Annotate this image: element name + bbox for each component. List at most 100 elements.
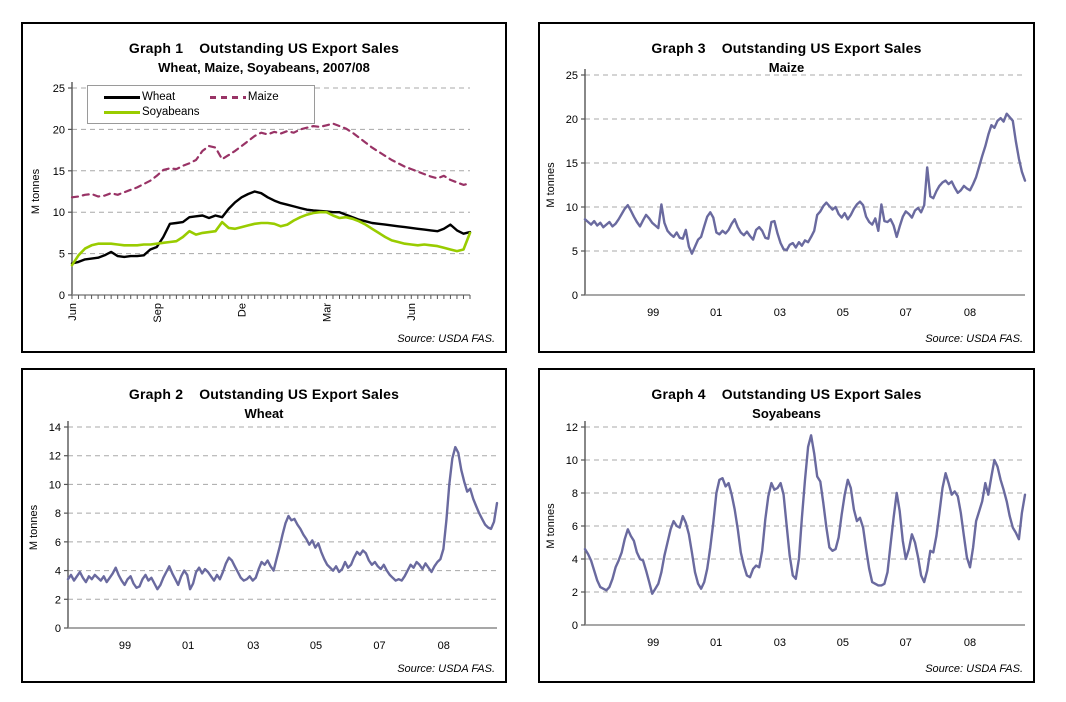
y-tick-label-15: 15 xyxy=(566,158,578,170)
y-tick-label-4: 4 xyxy=(572,554,578,566)
x-tick-label-03: 03 xyxy=(247,640,259,652)
graph2-titles: Graph 2 Outstanding US Export Sales Wheat xyxy=(23,385,505,423)
graph4-source-note: Source: USDA FAS. xyxy=(925,663,1023,675)
graph3-title: Graph 3 Outstanding US Export Sales xyxy=(540,39,1033,58)
graph1-subtitle: Wheat, Maize, Soyabeans, 2007/08 xyxy=(158,60,370,75)
graph2-title-prefix: Graph 2 xyxy=(128,386,184,402)
series-soyabeans-line xyxy=(70,210,472,267)
graph2-title-main: Outstanding US Export Sales xyxy=(199,386,400,402)
x-tick-label-05: 05 xyxy=(837,307,849,319)
graph1-source-note: Source: USDA FAS. xyxy=(397,333,495,345)
soyabeans-line-swatch xyxy=(104,110,140,114)
y-tick-label-4: 4 xyxy=(55,566,61,578)
y-tick-label-20: 20 xyxy=(53,124,65,136)
x-tick-label-01: 01 xyxy=(710,307,722,319)
graph4-subtitle: Soyabeans xyxy=(752,406,821,421)
y-tick-label-2: 2 xyxy=(55,594,61,606)
graph4-titles: Graph 4 Outstanding US Export Sales Soyab… xyxy=(540,385,1033,423)
graph2-plot: 0 2 4 6 8 10 12 14 M tonnes 99 01 03 05 07 08 xyxy=(28,421,499,652)
x-tick-label-Mar: Mar xyxy=(321,303,333,322)
chart-panel-graph3: Graph 3 Outstanding US Export Sales Maize… xyxy=(538,22,1035,353)
graph3-title-main: Outstanding US Export Sales xyxy=(721,40,922,56)
graph1-title: Graph 1 Outstanding US Export Sales xyxy=(23,39,505,58)
graph4-title: Graph 4 Outstanding US Export Sales xyxy=(540,385,1033,404)
y-tick-label-14: 14 xyxy=(49,422,61,434)
y-tick-label-6: 6 xyxy=(572,521,578,533)
x-tick-label-07: 07 xyxy=(900,637,912,649)
graph1-titles: Graph 1 Outstanding US Export Sales Wheat… xyxy=(23,39,505,77)
y-tick-label-5: 5 xyxy=(572,246,578,258)
y-axis-title: M tonnes xyxy=(545,503,557,549)
series-maize-line xyxy=(583,112,1027,255)
x-tick-label-03: 03 xyxy=(774,637,786,649)
legend-item-soyabeans: Soyabeans xyxy=(104,106,210,118)
y-tick-label-0: 0 xyxy=(55,623,61,635)
graph1-title-prefix: Graph 1 xyxy=(128,40,184,56)
graph1-legend: Wheat Maize Soyabeans xyxy=(87,85,315,124)
series-wheat-line xyxy=(70,190,472,265)
chart-panel-graph4: Graph 4 Outstanding US Export Sales Soyab… xyxy=(538,368,1035,683)
y-tick-label-25: 25 xyxy=(566,70,578,82)
graph4-title-prefix: Graph 4 xyxy=(651,386,706,402)
graph3-source-note: Source: USDA FAS. xyxy=(925,333,1023,345)
graph1-title-main: Outstanding US Export Sales xyxy=(199,40,400,56)
y-tick-label-0: 0 xyxy=(572,290,578,302)
graph3-titles: Graph 3 Outstanding US Export Sales Maize xyxy=(540,39,1033,77)
maize-dashed-line-swatch xyxy=(209,95,246,99)
y-tick-label-10: 10 xyxy=(566,455,578,467)
y-tick-label-12: 12 xyxy=(566,422,578,434)
x-tick-label-07: 07 xyxy=(900,307,912,319)
legend-item-wheat: Wheat xyxy=(104,91,210,103)
graph4-plot: 0 2 4 6 8 10 12 M tonnes 99 01 03 05 07 08 xyxy=(545,421,1027,649)
graph4-title-main: Outstanding US Export Sales xyxy=(721,386,922,402)
legend-item-maize: Maize xyxy=(209,91,308,103)
chart-panel-graph2: Graph 2 Outstanding US Export Sales Wheat… xyxy=(21,368,507,683)
graph2-subtitle: Wheat xyxy=(244,406,284,421)
x-tick-label-01: 01 xyxy=(710,637,722,649)
y-tick-label-0: 0 xyxy=(572,620,578,632)
x-tick-label-Jun: Jun xyxy=(406,303,418,321)
y-axis-title: M tonnes xyxy=(545,162,557,208)
wheat-line-swatch xyxy=(104,95,140,99)
graph2-title: Graph 2 Outstanding US Export Sales xyxy=(23,385,505,404)
x-tick-label-99: 99 xyxy=(647,637,659,649)
y-tick-label-0: 0 xyxy=(59,290,65,302)
x-tick-label-Sep: Sep xyxy=(152,303,164,323)
x-tick-label-05: 05 xyxy=(837,637,849,649)
y-axis-title: M tonnes xyxy=(30,168,42,214)
y-tick-label-10: 10 xyxy=(53,207,65,219)
y-tick-label-10: 10 xyxy=(566,202,578,214)
series-wheat-line xyxy=(66,445,499,591)
graph3-subtitle: Maize xyxy=(768,60,805,75)
series-soyabeans-line xyxy=(583,434,1027,595)
series-maize-line xyxy=(70,122,472,199)
legend-label-maize: Maize xyxy=(247,91,279,103)
y-tick-label-25: 25 xyxy=(53,83,65,95)
y-tick-label-20: 20 xyxy=(566,114,578,126)
x-tick-label-99: 99 xyxy=(647,307,659,319)
legend-label-soyabeans: Soyabeans xyxy=(142,106,200,118)
x-tick-label-03: 03 xyxy=(774,307,786,319)
y-axis-title: M tonnes xyxy=(28,504,40,550)
x-tick-label-08: 08 xyxy=(964,637,976,649)
x-tick-label-De: De xyxy=(237,303,249,317)
y-tick-label-8: 8 xyxy=(572,488,578,500)
y-tick-label-2: 2 xyxy=(572,587,578,599)
x-tick-label-99: 99 xyxy=(119,640,131,652)
x-tick-label-08: 08 xyxy=(964,307,976,319)
x-tick-label-08: 08 xyxy=(438,640,450,652)
x-tick-label-07: 07 xyxy=(373,640,385,652)
graph2-source-note: Source: USDA FAS. xyxy=(397,663,495,675)
x-tick-label-05: 05 xyxy=(310,640,322,652)
y-tick-label-8: 8 xyxy=(55,508,61,520)
chart-panel-graph1: Graph 1 Outstanding US Export Sales Wheat… xyxy=(21,22,507,353)
y-tick-label-12: 12 xyxy=(49,451,61,463)
x-tick-label-01: 01 xyxy=(182,640,194,652)
graph3-title-prefix: Graph 3 xyxy=(651,40,706,56)
x-tick-label-Jun: Jun xyxy=(67,303,79,321)
y-tick-label-10: 10 xyxy=(49,479,61,491)
y-tick-label-6: 6 xyxy=(55,537,61,549)
legend-label-wheat: Wheat xyxy=(142,91,176,103)
